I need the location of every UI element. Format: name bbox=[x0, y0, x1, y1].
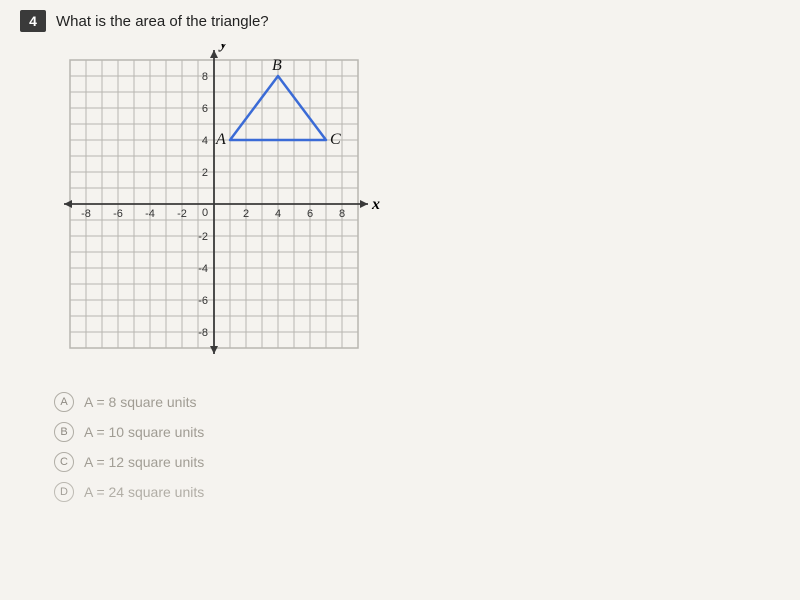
svg-text:2: 2 bbox=[243, 208, 249, 220]
svg-text:8: 8 bbox=[339, 208, 345, 220]
svg-text:0: 0 bbox=[202, 207, 208, 219]
svg-text:6: 6 bbox=[202, 103, 208, 115]
answer-text: A = 12 square units bbox=[84, 454, 204, 470]
svg-text:-8: -8 bbox=[198, 327, 208, 339]
svg-text:8: 8 bbox=[202, 71, 208, 83]
answer-radio[interactable]: D bbox=[54, 482, 74, 502]
svg-text:y: y bbox=[218, 44, 228, 52]
coordinate-grid-svg: -8 -6 -4 -2 0 2 4 6 8 8 6 4 2 -2 -4 -6 -8 y x A B C bbox=[54, 44, 394, 374]
answer-radio[interactable]: B bbox=[54, 422, 74, 442]
svg-text:6: 6 bbox=[307, 208, 313, 220]
svg-text:2: 2 bbox=[202, 167, 208, 179]
coordinate-chart: -8 -6 -4 -2 0 2 4 6 8 8 6 4 2 -2 -4 -6 -8 y x A B C bbox=[54, 44, 780, 374]
answer-text: A = 24 square units bbox=[84, 484, 204, 500]
svg-text:-2: -2 bbox=[177, 208, 187, 220]
svg-text:-8: -8 bbox=[81, 208, 91, 220]
svg-text:A: A bbox=[215, 131, 226, 148]
svg-text:-2: -2 bbox=[198, 231, 208, 243]
answer-text: A = 8 square units bbox=[84, 394, 196, 410]
question-text: What is the area of the triangle? bbox=[56, 13, 269, 30]
svg-text:B: B bbox=[272, 57, 282, 74]
answer-radio[interactable]: C bbox=[54, 452, 74, 472]
question-header: 4 What is the area of the triangle? bbox=[20, 10, 780, 32]
svg-text:-4: -4 bbox=[145, 208, 155, 220]
svg-text:C: C bbox=[330, 131, 341, 148]
answer-text: A = 10 square units bbox=[84, 424, 204, 440]
svg-text:x: x bbox=[371, 196, 380, 213]
svg-text:4: 4 bbox=[202, 135, 208, 147]
question-number-badge: 4 bbox=[20, 10, 46, 32]
answer-option: D A = 24 square units bbox=[54, 482, 780, 502]
answers-list: A A = 8 square units B A = 10 square uni… bbox=[54, 392, 780, 502]
svg-text:-6: -6 bbox=[198, 295, 208, 307]
svg-text:-6: -6 bbox=[113, 208, 123, 220]
svg-text:4: 4 bbox=[275, 208, 281, 220]
answer-option: B A = 10 square units bbox=[54, 422, 780, 442]
answer-option: A A = 8 square units bbox=[54, 392, 780, 412]
answer-radio[interactable]: A bbox=[54, 392, 74, 412]
svg-text:-4: -4 bbox=[198, 263, 208, 275]
answer-option: C A = 12 square units bbox=[54, 452, 780, 472]
